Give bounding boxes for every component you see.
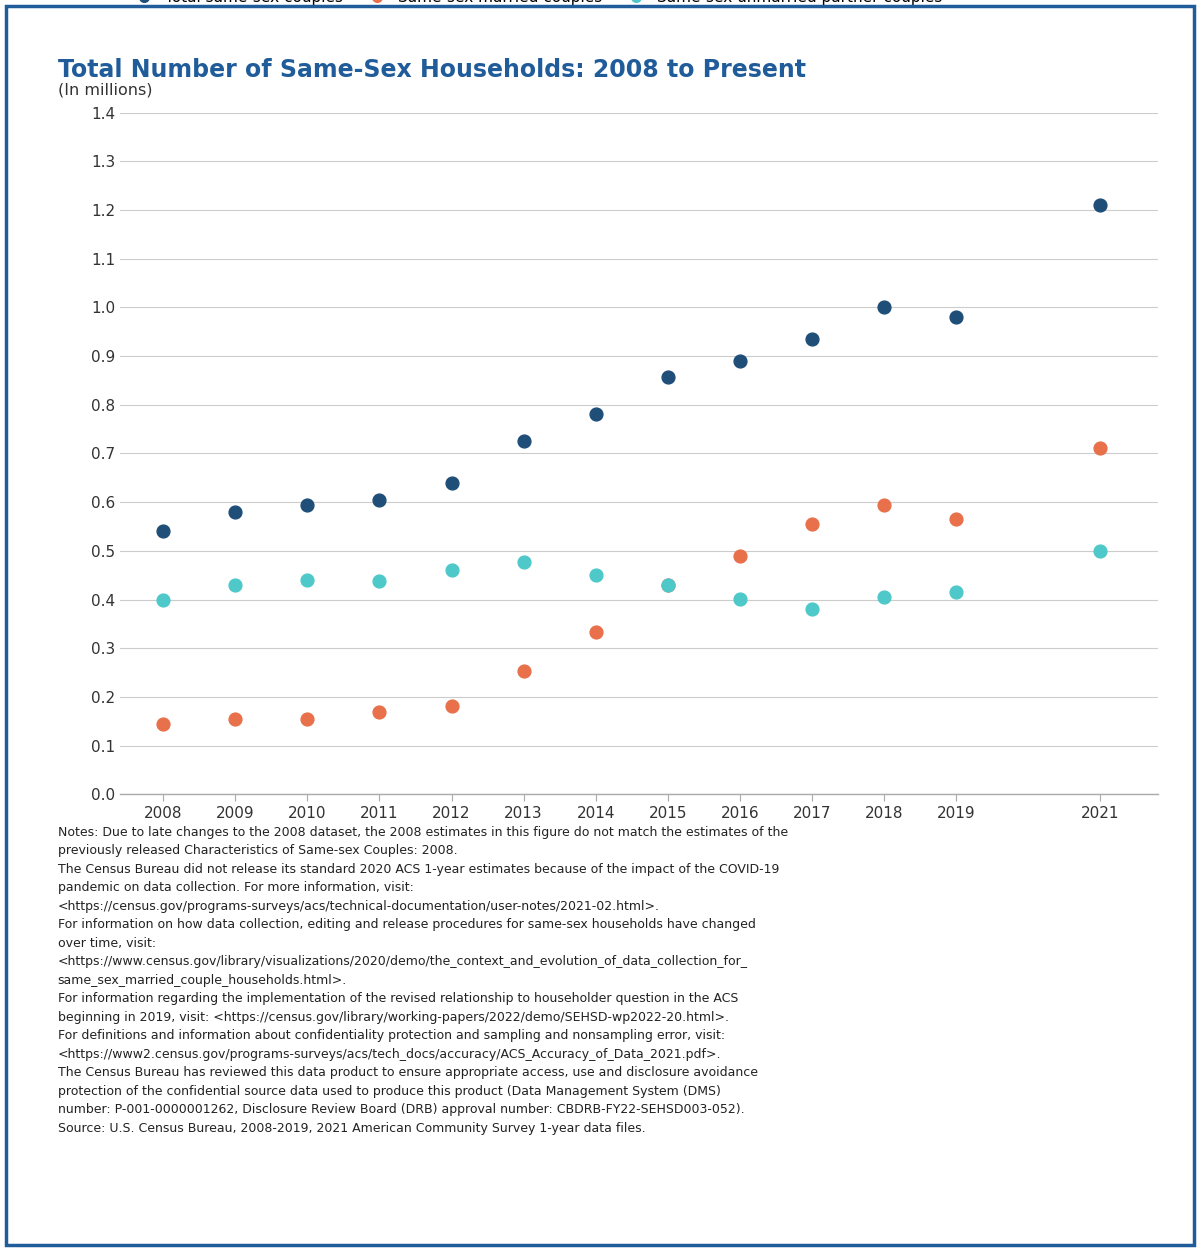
Point — [514, 662, 533, 682]
Point — [947, 308, 966, 328]
Point — [731, 352, 750, 372]
Point — [226, 575, 245, 595]
Point — [875, 298, 894, 318]
Point — [370, 570, 389, 590]
Point — [226, 709, 245, 729]
Point — [442, 473, 461, 493]
Text: Total Number of Same-Sex Households: 2008 to Present: Total Number of Same-Sex Households: 200… — [58, 58, 805, 81]
Point — [298, 709, 317, 729]
Point — [1091, 540, 1110, 560]
Point — [1091, 438, 1110, 458]
Point — [731, 545, 750, 565]
Point — [514, 432, 533, 452]
Point — [803, 329, 822, 349]
Point — [442, 696, 461, 716]
Point — [947, 509, 966, 529]
Point — [298, 495, 317, 515]
Point — [514, 552, 533, 572]
Point — [154, 589, 173, 609]
Point — [803, 599, 822, 619]
Point — [1091, 195, 1110, 215]
Point — [154, 522, 173, 542]
Point — [586, 622, 605, 642]
Point — [586, 404, 605, 424]
Text: (In millions): (In millions) — [58, 83, 152, 98]
Point — [659, 367, 678, 387]
Point — [659, 575, 678, 595]
Point — [586, 565, 605, 585]
Point — [803, 514, 822, 534]
Point — [947, 582, 966, 602]
Text: Notes: Due to late changes to the 2008 dataset, the 2008 estimates in this figur: Notes: Due to late changes to the 2008 d… — [58, 826, 787, 1135]
Point — [731, 589, 750, 609]
Point — [659, 575, 678, 595]
Point — [370, 489, 389, 509]
Point — [442, 560, 461, 580]
Point — [226, 502, 245, 522]
Point — [875, 494, 894, 514]
Point — [370, 702, 389, 722]
Point — [875, 587, 894, 607]
Point — [154, 714, 173, 734]
Point — [298, 570, 317, 590]
Legend: Total same-sex couples, Same-sex married couples, Same-sex unmarried partner cou: Total same-sex couples, Same-sex married… — [122, 0, 949, 11]
